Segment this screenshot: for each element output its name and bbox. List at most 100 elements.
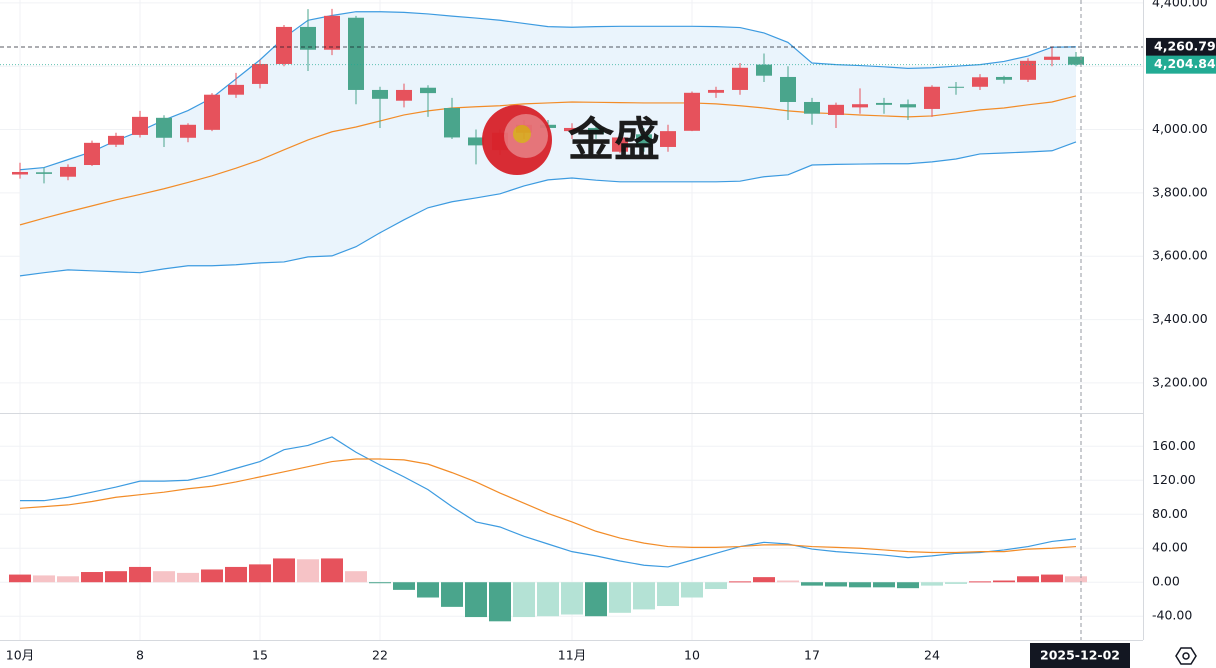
y-tick-label: 3,800.00 [1152,184,1208,199]
price-label-box [1146,37,1216,56]
histogram-bar [105,571,127,583]
eye-icon[interactable] [1175,647,1197,665]
histogram-bar [273,558,295,583]
candle-body [444,108,460,138]
histogram-bar [465,582,487,618]
histogram-bar [537,582,559,617]
candle-body [588,127,604,135]
candle-body [780,76,796,102]
candle-body [204,94,220,130]
price-label-box [1146,55,1216,74]
candle-body [852,104,868,108]
candle-body [828,104,844,115]
price-label: 4,260.79 [1154,38,1216,53]
y-axis-panel [1143,0,1216,640]
candle-body [60,166,76,177]
candle-body [36,172,52,174]
histogram-bar [417,582,439,598]
y-tick-label: 3,600.00 [1152,248,1208,263]
histogram-bar [81,572,103,583]
histogram-bar [873,582,895,588]
y-tick-label: 4,000.00 [1152,121,1208,136]
candle-body [156,117,172,138]
candle-body [420,87,436,94]
candle-body [564,127,580,132]
y-tick-label: 4,400.00 [1152,0,1208,9]
histogram-bar [489,582,511,622]
candle-body [804,101,820,114]
histogram-bar [369,582,391,584]
histogram-bar [201,569,223,583]
candle-body [708,89,724,93]
histogram-bar [1065,576,1087,583]
band-line [19,141,1077,277]
x-tick-label: 11月 [558,648,586,663]
x-tick-label: 10月 [6,648,34,663]
band-line [19,11,1077,171]
histogram-bar [585,582,607,617]
candle-body [84,142,100,166]
eye-pupil [1182,652,1190,660]
dif-line [20,436,1077,568]
histogram-bar [993,580,1015,583]
candle-body [924,86,940,109]
histogram-bar [969,581,991,583]
histogram-bar [897,582,919,589]
histogram-bar [921,582,943,586]
dea-line [19,458,1077,554]
y-tick-label: 40.00 [1152,540,1188,555]
histogram-bar [9,574,31,583]
crosshair-date-box [1030,643,1130,668]
x-tick-label: 22 [372,648,388,663]
x-tick-label: 8 [136,648,144,663]
histogram-bar [513,582,535,618]
candle-body [132,116,148,135]
histogram-bar [441,582,463,607]
logo-dot [513,125,531,143]
candle-body [756,64,772,76]
histogram-bar [849,582,871,588]
candle-body [180,124,196,138]
histogram-bar [57,576,79,583]
candle-body [228,84,244,95]
histogram-bar [777,580,799,583]
y-tick-label: 3,200.00 [1152,374,1208,389]
y-tick-label: 160.00 [1152,438,1196,453]
histogram-bar [297,559,319,583]
x-tick-label: 2025-12-02 [1040,648,1120,663]
y-tick-label: 80.00 [1152,506,1188,521]
candle-body [252,63,268,84]
candle-body [300,26,316,50]
histogram-bar [33,575,55,583]
x-tick-label: 15 [252,648,268,663]
candle-body [108,135,124,145]
candle-body [1068,56,1084,65]
macd-panel [9,0,1087,640]
histogram-bar [801,582,823,586]
histogram-bar [705,582,727,590]
histogram-bar [681,582,703,598]
x-tick-label: 10 [684,648,700,663]
histogram-bar [393,582,415,590]
price-label: 4,204.84 [1154,56,1216,71]
histogram-bar [321,558,343,583]
histogram-bar [249,564,271,583]
histogram-bar [657,582,679,607]
histogram-bar [1017,576,1039,583]
candle-body [372,89,388,99]
candle-body [324,15,340,50]
histogram-bar [825,582,847,587]
histogram-bar [225,566,247,583]
y-tick-label: 0.00 [1152,574,1180,589]
candle-body [276,26,292,64]
candle-body [684,92,700,131]
histogram-bar [177,572,199,583]
candle-body [996,76,1012,80]
watermark-text: 金盛 [567,113,660,167]
histogram-bar [753,577,775,583]
candle-body [636,134,652,147]
histogram-bar [729,581,751,583]
candle-body [732,67,748,90]
candle-body [1044,56,1060,60]
